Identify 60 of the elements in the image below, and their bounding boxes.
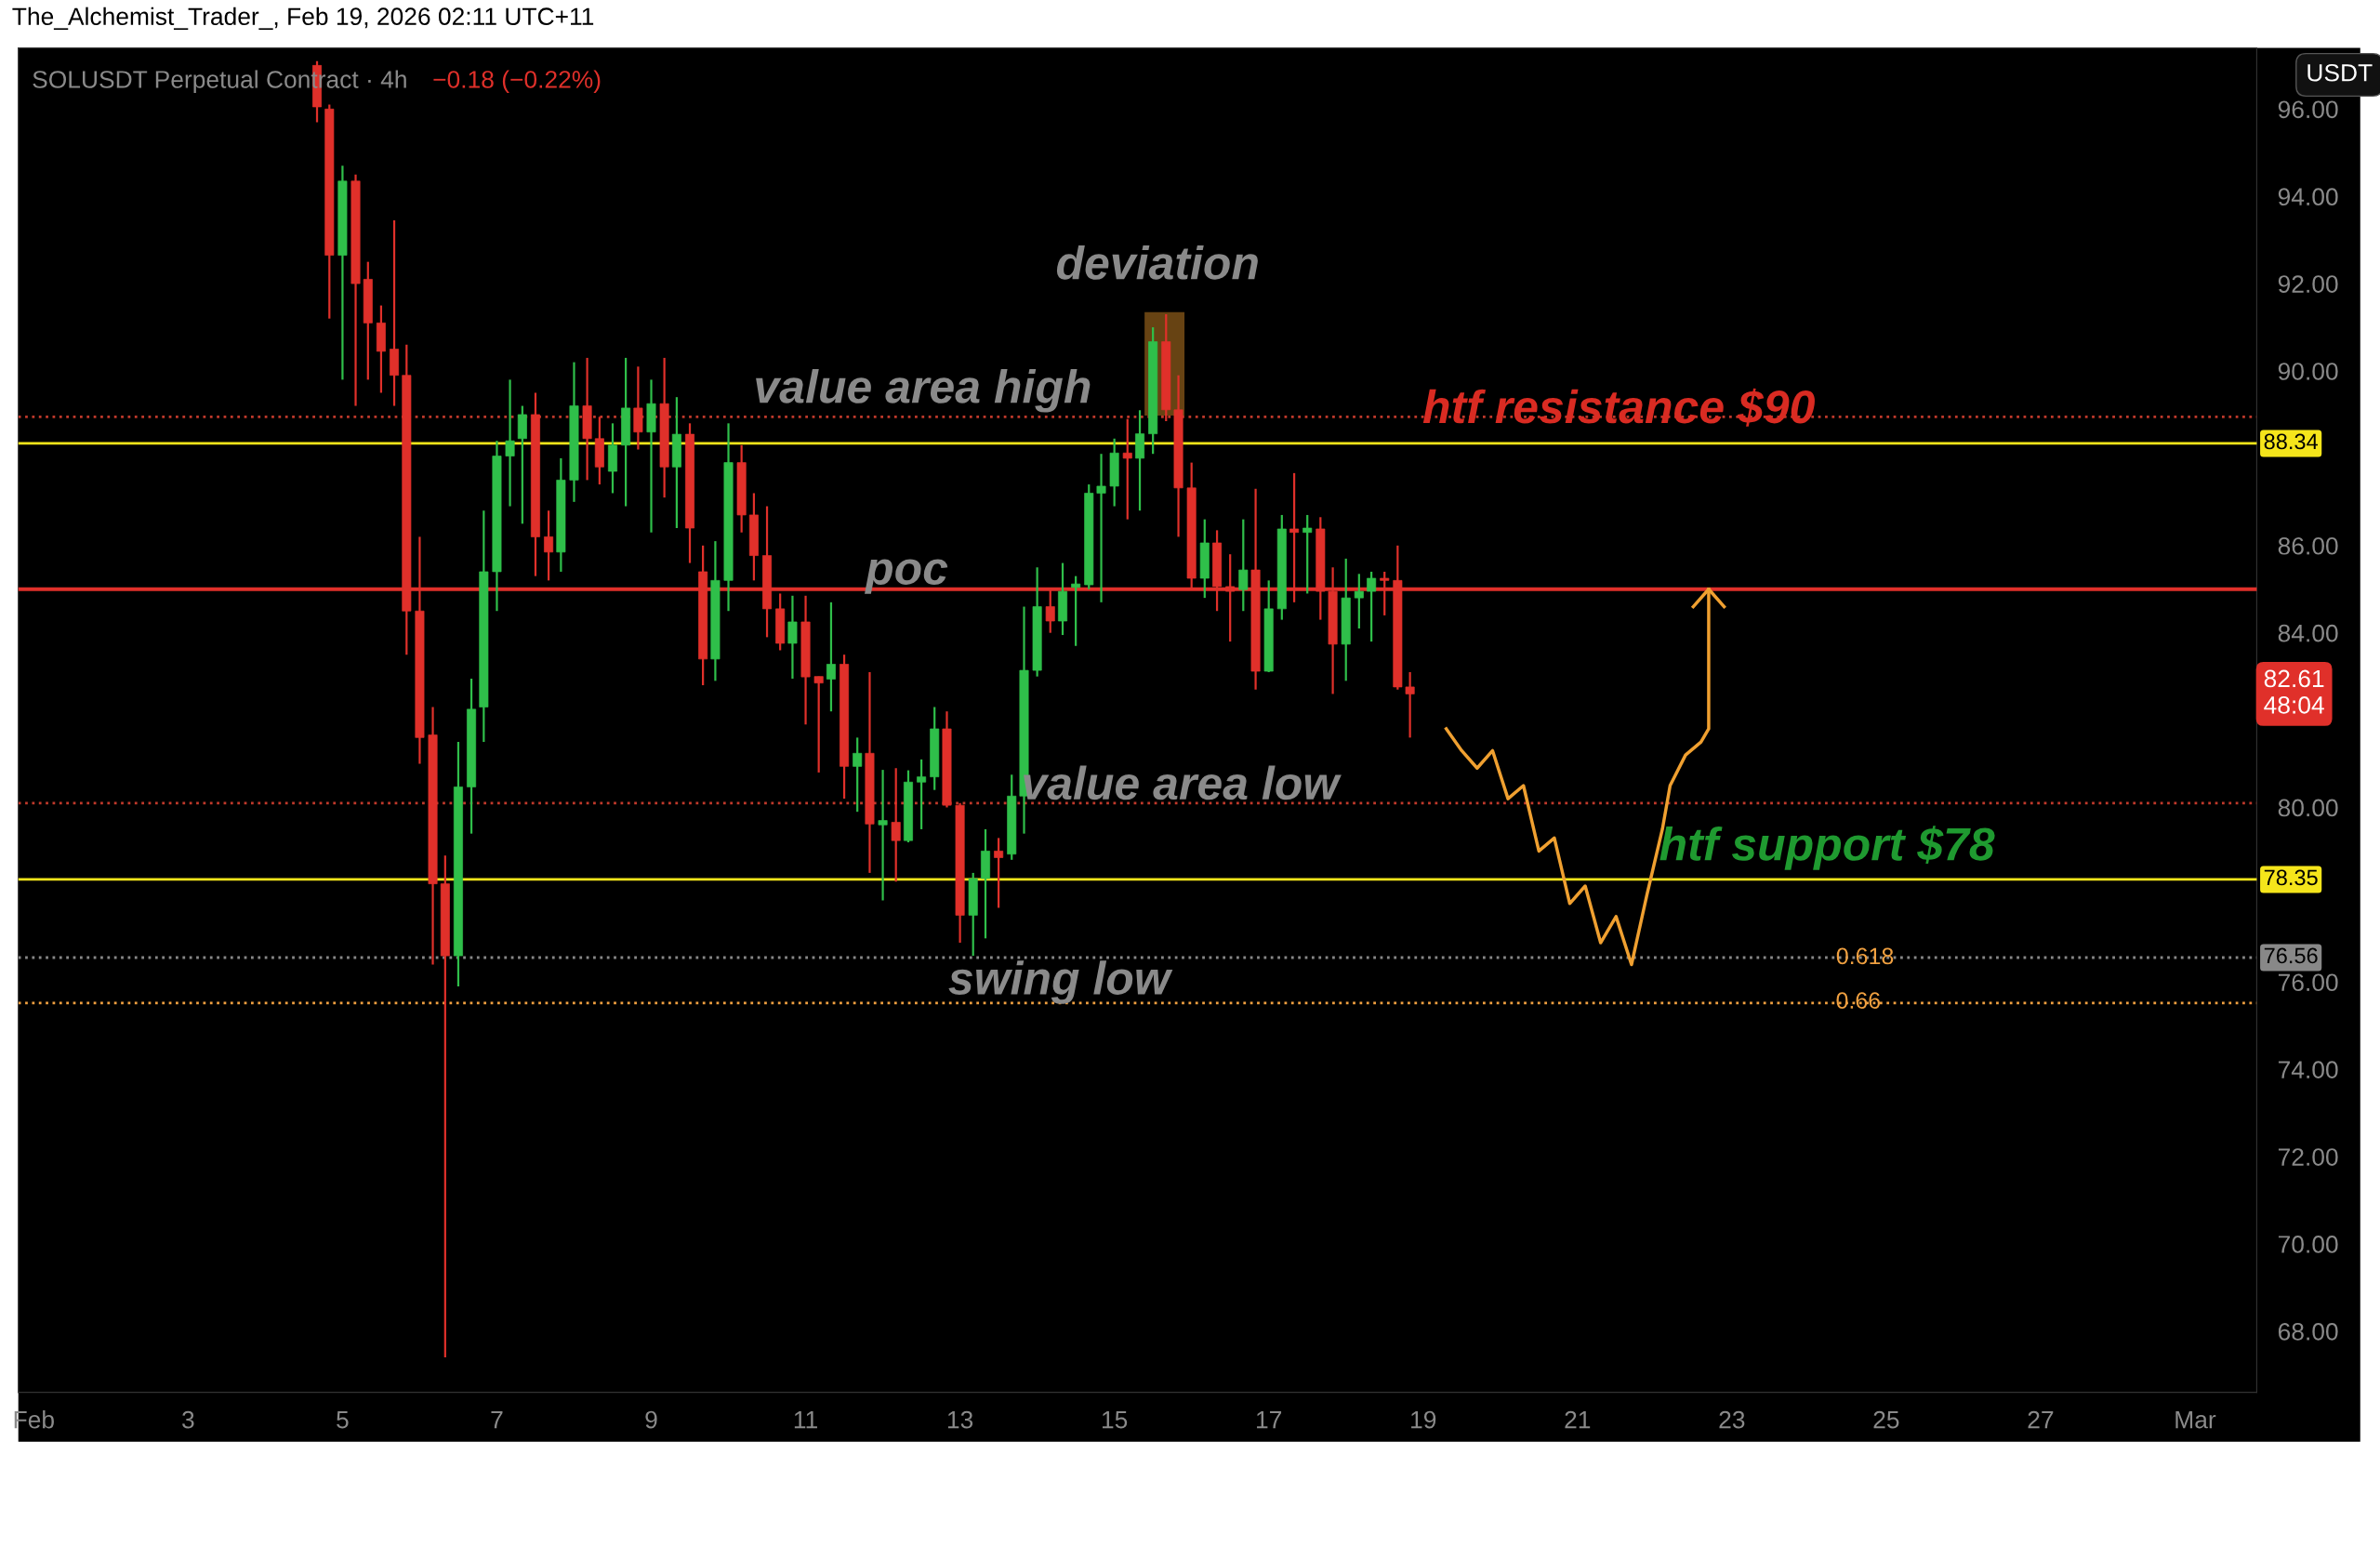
x-tick-label: 7 <box>491 1411 503 1429</box>
candlestick <box>1122 417 1132 521</box>
y-tick-label: 86.00 <box>2278 536 2338 555</box>
candlestick <box>1354 573 1364 630</box>
y-tick-label: 90.00 <box>2278 363 2338 380</box>
x-tick-label: 13 <box>947 1410 973 1429</box>
annotation: htf support $78 <box>1659 826 1995 870</box>
candlestick <box>1071 575 1081 647</box>
y-tick-label: 72.00 <box>2278 1148 2338 1166</box>
y-tick-label: 68.00 <box>2278 1323 2338 1341</box>
x-tick-label: 27 <box>2028 1410 2054 1429</box>
text: USDT <box>2307 63 2373 82</box>
candlestick <box>1238 518 1249 613</box>
candlestick <box>1302 513 1313 595</box>
y-tick-label: 92.00 <box>2278 275 2338 293</box>
candlestick <box>1096 453 1106 603</box>
text: 48:04 <box>2264 696 2324 714</box>
candlestick <box>544 509 554 582</box>
x-tick-label: 21 <box>1565 1410 1591 1429</box>
candlestick <box>787 594 798 681</box>
candlestick <box>994 837 1004 909</box>
candlestick <box>813 675 824 774</box>
annotation: poc <box>865 559 948 594</box>
x-tick-label: 3 <box>182 1410 194 1429</box>
candlestick <box>1367 570 1377 643</box>
annotation: value area high <box>756 369 1091 413</box>
y-tick-label: 70.00 <box>2278 1236 2338 1253</box>
x-tick-label: Mar <box>2175 1411 2216 1429</box>
candlestick <box>917 758 927 831</box>
y-tick-label: 96.00 <box>2278 100 2338 119</box>
y-tick-label: 94.00 <box>2278 188 2338 206</box>
x-tick-label: 19 <box>1411 1410 1436 1429</box>
ref-line-label: 88.34 <box>2264 433 2319 450</box>
x-tick-label: 23 <box>1719 1410 1745 1429</box>
ref-line-label: 78.35 <box>2264 869 2318 886</box>
candlestick <box>505 378 515 508</box>
candlestick <box>878 769 888 902</box>
y-tick-label: 76.00 <box>2278 973 2338 992</box>
x-tick-label: 5 <box>337 1411 349 1429</box>
annotation: swing low <box>948 960 1173 1004</box>
y-tick-label: 80.00 <box>2278 799 2338 817</box>
annotation: 0.618 <box>1836 947 1894 965</box>
x-tick-label: 11 <box>794 1411 817 1429</box>
y-tick-label: 84.00 <box>2278 624 2338 642</box>
candlestick <box>891 767 901 883</box>
text: 82.61 <box>2264 669 2324 688</box>
x-tick-label: 9 <box>645 1410 657 1429</box>
annotation: htf resistance $90 <box>1422 388 1815 427</box>
annotation: deviation <box>1056 245 1258 280</box>
text: −0.18 (−0.22%) <box>433 70 601 94</box>
ref-line-label: 76.56 <box>2264 947 2318 964</box>
x-tick-label: 15 <box>1102 1411 1128 1429</box>
candlestick <box>826 601 836 713</box>
candlestick <box>853 736 863 813</box>
annotation: 0.66 <box>1836 992 1881 1009</box>
x-tick-label: 17 <box>1257 1411 1282 1429</box>
x-tick-label: 25 <box>1873 1410 1899 1429</box>
y-tick-label: 74.00 <box>2278 1061 2338 1078</box>
candlestick <box>1405 670 1415 739</box>
text: The_Alchemist_Trader_, Feb 19, 2026 02:11 UTC+11 <box>12 7 594 31</box>
